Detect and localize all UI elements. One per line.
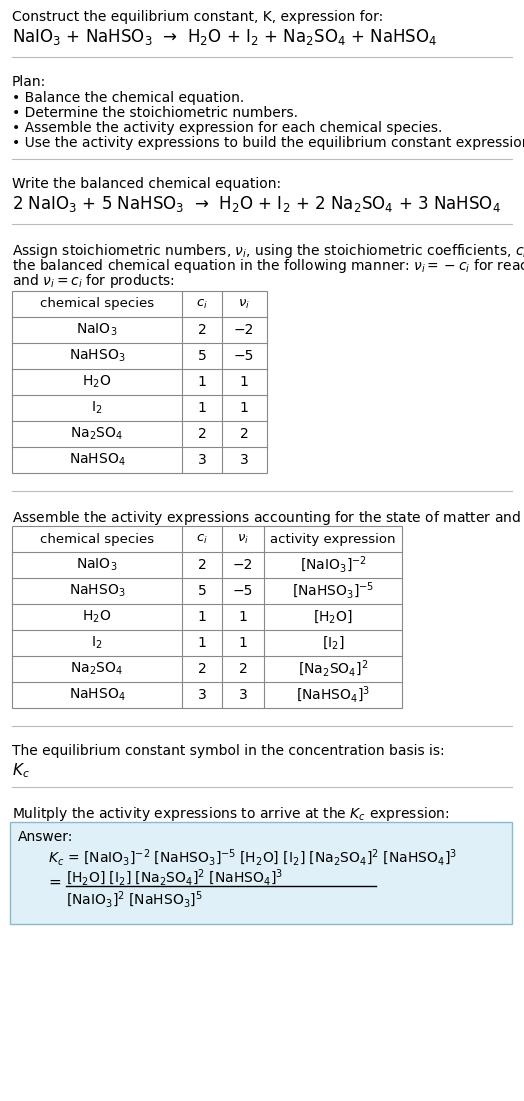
Text: NaIO$_3$: NaIO$_3$ <box>77 321 118 338</box>
Text: $c_i$: $c_i$ <box>196 533 208 546</box>
Text: $c_i$: $c_i$ <box>196 297 208 310</box>
Text: Plan:: Plan: <box>12 75 46 89</box>
Text: $K_c$ = [NaIO$_3$]$^{-2}$ [NaHSO$_3$]$^{-5}$ [H$_2$O] [I$_2$] [Na$_2$SO$_4$]$^2$: $K_c$ = [NaIO$_3$]$^{-2}$ [NaHSO$_3$]$^{… <box>48 848 457 869</box>
Text: =: = <box>48 874 61 890</box>
Text: and $\nu_i = c_i$ for products:: and $\nu_i = c_i$ for products: <box>12 272 175 290</box>
Text: 1: 1 <box>238 610 247 624</box>
Text: 2: 2 <box>198 427 206 442</box>
Text: NaHSO$_4$: NaHSO$_4$ <box>69 687 125 704</box>
Text: 1: 1 <box>198 401 206 415</box>
Text: 1: 1 <box>239 375 248 389</box>
Text: I$_2$: I$_2$ <box>91 400 103 416</box>
Text: 2: 2 <box>198 323 206 337</box>
Text: H$_2$O: H$_2$O <box>82 374 112 390</box>
Text: 2: 2 <box>198 558 206 573</box>
Text: 3: 3 <box>198 688 206 702</box>
Text: I$_2$: I$_2$ <box>91 635 103 651</box>
Text: • Assemble the activity expression for each chemical species.: • Assemble the activity expression for e… <box>12 121 442 135</box>
Text: 1: 1 <box>198 610 206 624</box>
Text: 1: 1 <box>198 375 206 389</box>
Text: • Balance the chemical equation.: • Balance the chemical equation. <box>12 91 244 105</box>
Text: 1: 1 <box>238 636 247 650</box>
Text: Assign stoichiometric numbers, $\nu_i$, using the stoichiometric coefficients, $: Assign stoichiometric numbers, $\nu_i$, … <box>12 242 524 260</box>
Text: H$_2$O: H$_2$O <box>82 609 112 625</box>
Text: 2: 2 <box>198 662 206 676</box>
Text: • Use the activity expressions to build the equilibrium constant expression.: • Use the activity expressions to build … <box>12 137 524 150</box>
Text: [NaIO$_3$]$^{-2}$: [NaIO$_3$]$^{-2}$ <box>300 555 366 575</box>
Text: [H$_2$O] [I$_2$] [Na$_2$SO$_4$]$^2$ [NaHSO$_4$]$^3$: [H$_2$O] [I$_2$] [Na$_2$SO$_4$]$^2$ [NaH… <box>66 868 283 889</box>
Text: Mulitply the activity expressions to arrive at the $K_c$ expression:: Mulitply the activity expressions to arr… <box>12 805 450 824</box>
Text: [I$_2$]: [I$_2$] <box>322 634 344 652</box>
Text: Construct the equilibrium constant, K, expression for:: Construct the equilibrium constant, K, e… <box>12 10 383 24</box>
Text: Na$_2$SO$_4$: Na$_2$SO$_4$ <box>71 661 124 677</box>
Text: 2 NaIO$_3$ + 5 NaHSO$_3$  →  H$_2$O + I$_2$ + 2 Na$_2$SO$_4$ + 3 NaHSO$_4$: 2 NaIO$_3$ + 5 NaHSO$_3$ → H$_2$O + I$_2… <box>12 194 501 214</box>
Text: chemical species: chemical species <box>40 533 154 545</box>
Bar <box>12 526 402 708</box>
Text: NaHSO$_3$: NaHSO$_3$ <box>69 582 125 599</box>
Bar <box>12 291 267 473</box>
Text: $\nu_i$: $\nu_i$ <box>237 533 249 546</box>
Text: 1: 1 <box>198 636 206 650</box>
Text: [H$_2$O]: [H$_2$O] <box>313 609 353 625</box>
Text: 5: 5 <box>198 349 206 363</box>
Text: −2: −2 <box>233 558 253 573</box>
Text: 1: 1 <box>239 401 248 415</box>
Text: Write the balanced chemical equation:: Write the balanced chemical equation: <box>12 177 281 190</box>
FancyBboxPatch shape <box>10 822 512 924</box>
Text: The equilibrium constant symbol in the concentration basis is:: The equilibrium constant symbol in the c… <box>12 744 445 757</box>
Text: Assemble the activity expressions accounting for the state of matter and $\nu_i$: Assemble the activity expressions accoun… <box>12 509 524 527</box>
Text: 2: 2 <box>239 427 248 442</box>
Text: 2: 2 <box>238 662 247 676</box>
Text: Na$_2$SO$_4$: Na$_2$SO$_4$ <box>71 426 124 443</box>
Text: [NaHSO$_3$]$^{-5}$: [NaHSO$_3$]$^{-5}$ <box>292 581 374 601</box>
Text: Answer:: Answer: <box>18 830 73 844</box>
Text: [NaIO$_3$]$^2$ [NaHSO$_3$]$^5$: [NaIO$_3$]$^2$ [NaHSO$_3$]$^5$ <box>66 890 203 911</box>
Text: 3: 3 <box>238 688 247 702</box>
Text: $K_c$: $K_c$ <box>12 761 30 780</box>
Text: NaIO$_3$ + NaHSO$_3$  →  H$_2$O + I$_2$ + Na$_2$SO$_4$ + NaHSO$_4$: NaIO$_3$ + NaHSO$_3$ → H$_2$O + I$_2$ + … <box>12 28 438 47</box>
Text: −5: −5 <box>234 349 254 363</box>
Text: 5: 5 <box>198 584 206 598</box>
Text: [Na$_2$SO$_4$]$^2$: [Na$_2$SO$_4$]$^2$ <box>298 658 368 679</box>
Text: NaHSO$_3$: NaHSO$_3$ <box>69 348 125 364</box>
Text: [NaHSO$_4$]$^3$: [NaHSO$_4$]$^3$ <box>296 685 370 706</box>
Text: NaHSO$_4$: NaHSO$_4$ <box>69 451 125 468</box>
Text: activity expression: activity expression <box>270 533 396 545</box>
Text: $\nu_i$: $\nu_i$ <box>238 297 250 310</box>
Text: • Determine the stoichiometric numbers.: • Determine the stoichiometric numbers. <box>12 106 298 120</box>
Text: 3: 3 <box>239 453 248 467</box>
Text: 3: 3 <box>198 453 206 467</box>
Text: −2: −2 <box>234 323 254 337</box>
Text: chemical species: chemical species <box>40 297 154 310</box>
Text: −5: −5 <box>233 584 253 598</box>
Text: NaIO$_3$: NaIO$_3$ <box>77 557 118 574</box>
Text: the balanced chemical equation in the following manner: $\nu_i = -c_i$ for react: the balanced chemical equation in the fo… <box>12 257 524 275</box>
